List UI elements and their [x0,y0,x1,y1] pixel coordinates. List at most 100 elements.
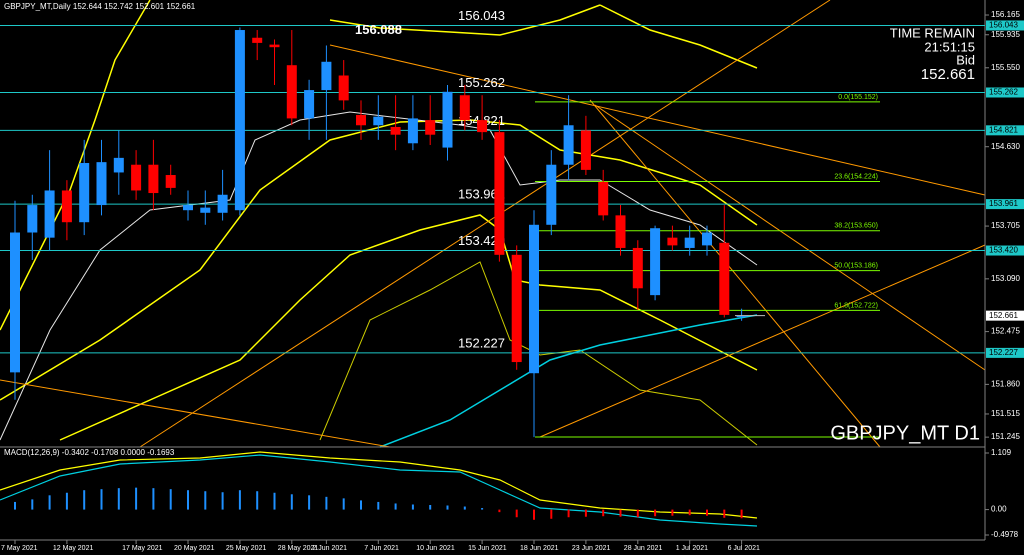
level-axis-label: 156.043 [989,21,1018,30]
candle-body [390,126,401,135]
candle-body [217,194,228,213]
level-label: 153.420 [458,233,505,248]
candle-body [44,190,55,238]
candle-body [477,120,488,133]
fib-label: 61.8(152.722) [834,302,878,309]
bid-label: Bid [956,52,975,67]
fib-label: 38.2(153.650) [834,223,878,230]
level-axis-box [986,347,1024,358]
bid-axis-box [986,310,1024,321]
candle-body [252,37,263,43]
candle-body [459,95,470,121]
timer-time: 21:51:15 [924,39,975,54]
y-tick-label: 155.935 [991,30,1020,39]
macd-tick-label: 1.109 [991,448,1012,457]
candle-body [667,237,678,246]
candle-body [650,228,661,296]
level-axis-box [986,199,1024,210]
candle-body [546,164,557,225]
y-tick-label: 151.245 [991,432,1020,441]
chart-title: GBPJPY_MT,Daily 152.644 152.742 152.601 … [4,2,196,11]
candle-body [598,181,609,216]
bollinger-upper [0,0,151,331]
candle-body [684,237,695,248]
x-tick-label: 23 Jun 2021 [572,545,611,552]
candle-body [304,90,315,119]
candle-body [719,242,730,315]
candle-body [113,157,124,173]
x-tick-label: 28 Jun 2021 [624,545,663,552]
candle-body [131,164,142,191]
level-label: 153.961 [458,187,505,202]
x-tick-label: 20 May 2021 [174,545,215,552]
level-axis-box [986,245,1024,256]
x-tick-label: 7 May 2021 [1,545,38,552]
fib-label: 50.0(153.186) [834,262,878,269]
y-tick-label: 156.165 [991,10,1020,19]
level-axis-box [986,20,1024,31]
bollinger-upper [329,4,601,36]
level-axis-label: 153.420 [989,246,1018,255]
trend-line [139,0,831,448]
level-label: 156.043 [458,8,505,23]
candle-body [148,164,159,194]
moving-average [0,111,758,441]
candle-body [321,61,332,91]
candle-body [183,205,193,211]
candle-body [79,163,90,223]
x-tick-label: 1 Jul 2021 [676,545,708,552]
trend-line [589,99,881,448]
trend-line [0,379,391,448]
candle-body [27,205,38,233]
bollinger-lower [59,214,758,441]
level-label: 152.227 [458,335,505,350]
x-tick-label: 12 May 2021 [53,545,94,552]
level-axis-box [986,125,1024,136]
candle-body [96,162,107,206]
candle-body [736,315,747,318]
bollinger-outer [319,261,758,446]
y-tick-label: 152.475 [991,327,1020,336]
candle-body [286,65,297,119]
macd-signal [0,451,758,519]
y-tick-label: 153.090 [991,274,1020,283]
macd-line [0,454,758,527]
candle-body [338,75,349,101]
bid-value: 152.661 [921,66,975,83]
y-tick-label: 153.705 [991,221,1020,230]
candle-body [529,224,539,374]
level-axis-box [986,87,1024,98]
y-tick-label: 154.630 [991,142,1020,151]
candle-body [563,125,574,165]
y-tick-label: 151.515 [991,409,1020,418]
candle-body [200,207,211,213]
level-axis-label: 155.262 [989,88,1018,97]
bollinger-upper [599,4,758,69]
candle-body [356,114,366,126]
x-tick-label: 2 Jun 2021 [312,545,347,552]
candle-body [407,118,418,144]
x-tick-label: 18 Jun 2021 [520,545,559,552]
y-tick-label: 155.550 [991,63,1020,72]
high-label: 156.088 [355,22,402,37]
level-axis-label: 153.961 [989,199,1018,208]
x-tick-label: 17 May 2021 [122,545,163,552]
watermark: GBPJPY_MT D1 [830,422,980,444]
indicators [0,0,986,527]
candle-body [494,132,505,255]
candle-body [702,232,712,246]
candle-body [615,215,626,248]
fib-label: 0.0(155.152) [838,94,878,101]
x-tick-label: 28 May 2021 [278,545,319,552]
level-label: 155.262 [458,75,505,90]
candle-body [511,254,522,363]
candle-body [442,91,453,148]
x-tick-label: 6 Jul 2021 [728,545,760,552]
candle-body [234,30,245,211]
trend-line [329,44,986,196]
trend-line [594,104,986,371]
x-tick-label: 7 Jun 2021 [364,545,399,552]
bid-axis-label: 152.661 [989,311,1018,320]
